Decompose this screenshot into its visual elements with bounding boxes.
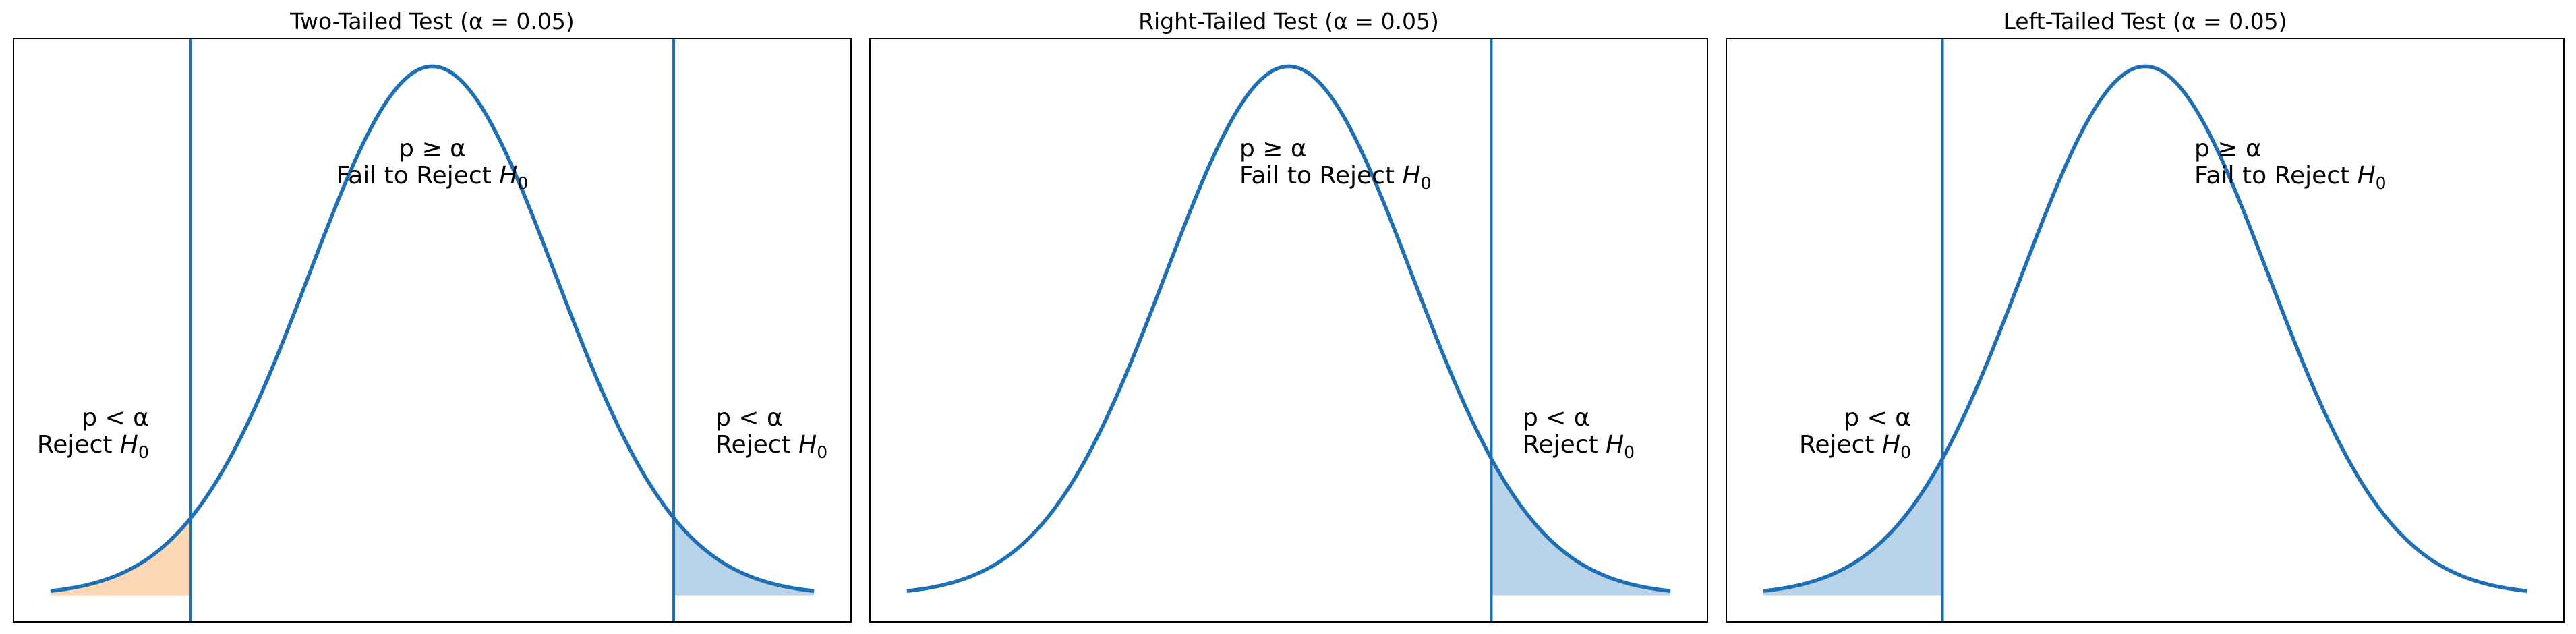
rejection-region-1 <box>1491 458 1671 596</box>
plot-frame <box>1726 38 2565 623</box>
null-hypothesis-symbol: H <box>499 162 517 190</box>
null-hypothesis-subscript: 0 <box>1421 173 1432 193</box>
null-hypothesis-subscript: 0 <box>1624 442 1635 462</box>
annotation-right-line1: p < α <box>715 404 783 432</box>
null-hypothesis-symbol: H <box>1606 431 1624 459</box>
annotation-left-line2: Reject H0 <box>37 431 149 462</box>
annotation-left-text: Reject <box>37 431 120 459</box>
annotation-left-line1: p < α <box>1844 404 1911 432</box>
annotation-right-line2: Reject H0 <box>1523 431 1635 462</box>
null-hypothesis-symbol: H <box>1882 431 1900 459</box>
rejection-region-2 <box>673 517 815 596</box>
annotation-center-line1: p ≥ α <box>399 135 466 163</box>
annotation-center-text: Fail to Reject <box>2194 162 2358 190</box>
null-hypothesis-symbol: H <box>120 431 138 459</box>
plot-frame <box>869 38 1708 623</box>
plot-frame <box>13 38 852 623</box>
annotation-left-line1: p < α <box>82 404 149 432</box>
normal-curve <box>1763 64 2527 593</box>
annotation-right-line2: Reject H0 <box>715 431 827 462</box>
chart-title: Left-Tailed Test (α = 0.05) <box>2003 8 2287 34</box>
null-hypothesis-symbol: H <box>1402 162 1420 190</box>
normal-curve <box>906 64 1671 593</box>
null-hypothesis-subscript: 0 <box>517 173 528 193</box>
rejection-region-1 <box>1763 458 1943 596</box>
null-hypothesis-subscript: 0 <box>2376 173 2387 193</box>
annotation-center-line2: Fail to Reject H0 <box>1239 162 1432 193</box>
annotation-center-line2: Fail to Reject H0 <box>2194 162 2387 193</box>
annotation-right-line1: p < α <box>1523 404 1590 432</box>
chart-title: Right-Tailed Test (α = 0.05) <box>1138 8 1439 34</box>
annotation-right-text: Reject <box>715 431 798 459</box>
annotation-center-text: Fail to Reject <box>336 162 500 190</box>
normal-curve <box>50 64 815 593</box>
annotation-center-text: Fail to Reject <box>1239 162 1403 190</box>
annotation-center-line1: p ≥ α <box>1239 135 1307 163</box>
chart-title: Two-Tailed Test (α = 0.05) <box>289 8 574 34</box>
rejection-region-1 <box>50 517 192 596</box>
null-hypothesis-symbol: H <box>798 431 817 459</box>
annotation-center-line2: Fail to Reject H0 <box>336 162 529 193</box>
annotation-left-text: Reject <box>1799 431 1882 459</box>
null-hypothesis-subscript: 0 <box>1900 442 1911 462</box>
annotation-left-line2: Reject H0 <box>1799 431 1911 462</box>
null-hypothesis-symbol: H <box>2358 162 2376 190</box>
annotation-center-line1: p ≥ α <box>2194 135 2262 163</box>
null-hypothesis-subscript: 0 <box>138 442 149 462</box>
null-hypothesis-subscript: 0 <box>817 442 827 462</box>
annotation-right-text: Reject <box>1523 431 1606 459</box>
